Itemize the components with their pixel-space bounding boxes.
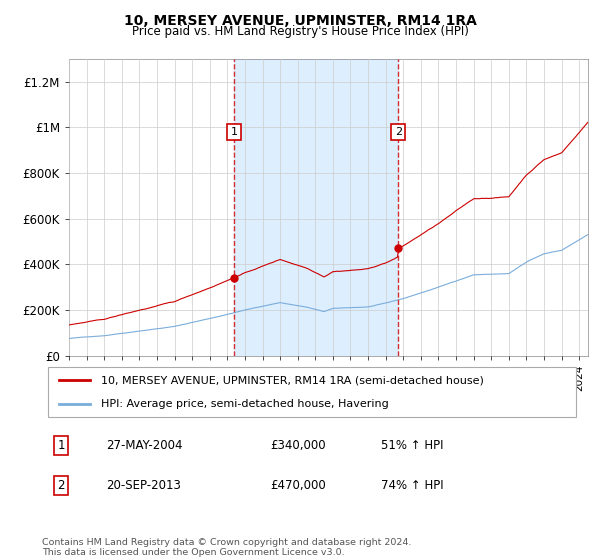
Text: £340,000: £340,000 [270, 439, 325, 452]
Text: Contains HM Land Registry data © Crown copyright and database right 2024.
This d: Contains HM Land Registry data © Crown c… [42, 538, 412, 557]
Text: 2: 2 [395, 127, 402, 137]
Text: 10, MERSEY AVENUE, UPMINSTER, RM14 1RA: 10, MERSEY AVENUE, UPMINSTER, RM14 1RA [124, 14, 476, 28]
Text: 27-MAY-2004: 27-MAY-2004 [106, 439, 182, 452]
Text: 1: 1 [230, 127, 238, 137]
Text: HPI: Average price, semi-detached house, Havering: HPI: Average price, semi-detached house,… [101, 399, 389, 409]
Text: 2: 2 [58, 479, 65, 492]
Text: 20-SEP-2013: 20-SEP-2013 [106, 479, 181, 492]
Text: £470,000: £470,000 [270, 479, 326, 492]
FancyBboxPatch shape [48, 367, 576, 417]
Bar [234, 59, 398, 356]
Text: 10, MERSEY AVENUE, UPMINSTER, RM14 1RA (semi-detached house): 10, MERSEY AVENUE, UPMINSTER, RM14 1RA (… [101, 375, 484, 385]
Text: 74% ↑ HPI: 74% ↑ HPI [380, 479, 443, 492]
Text: Price paid vs. HM Land Registry's House Price Index (HPI): Price paid vs. HM Land Registry's House … [131, 25, 469, 38]
Text: 51% ↑ HPI: 51% ↑ HPI [380, 439, 443, 452]
Text: 1: 1 [58, 439, 65, 452]
